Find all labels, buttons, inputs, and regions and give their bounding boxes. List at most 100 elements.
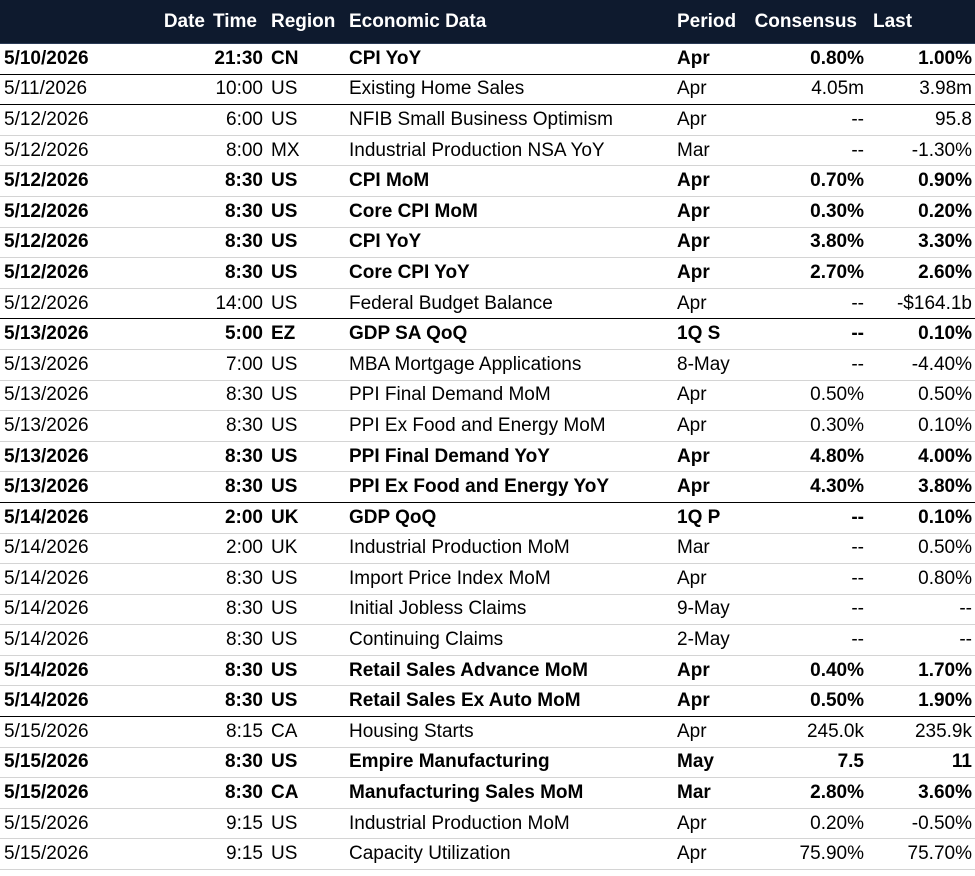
row-region: US [271,567,298,589]
row-consensus: 0.70% [810,170,864,192]
table-row[interactable]: 5/12/2026 8:30 US CPI YoY Apr 3.80% 3.30% [0,228,975,259]
row-consensus: 0.40% [810,659,864,681]
row-consensus: 75.90% [799,843,864,865]
row-region: US [271,476,298,498]
row-economic-data: Housing Starts [349,720,474,742]
table-row[interactable]: 5/13/2026 8:30 US PPI Ex Food and Energy Mo… [0,411,975,442]
table-row[interactable]: 5/14/2026 8:30 US Continuing Claims 2-May -- -… [0,625,975,656]
row-time: 5:00 [224,323,263,345]
row-region: UK [271,506,299,528]
row-date: 5/15/2026 [4,843,89,865]
row-region: US [271,690,298,712]
table-row[interactable]: 5/14/2026 8:30 US Initial Jobless Claims 9-M… [0,595,975,626]
row-region: MX [271,139,300,161]
row-consensus: 0.20% [810,812,864,834]
row-economic-data: CPI YoY [349,231,422,253]
row-time: 7:00 [226,353,263,375]
row-date: 5/12/2026 [4,231,89,253]
row-time: 2:00 [224,506,263,528]
row-consensus: -- [851,139,864,161]
header-economic-data[interactable]: Economic Data [349,10,487,32]
table-row[interactable]: 5/13/2026 5:00 EZ GDP SA QoQ 1Q S -- 0.10% [0,319,975,350]
table-row[interactable]: 5/15/2026 9:15 US Industrial Production MoM… [0,809,975,840]
table-row[interactable]: 5/13/2026 8:30 US PPI Final Demand MoM Apr 0.… [0,381,975,412]
row-last: -1.30% [911,139,972,161]
row-consensus: -- [851,537,864,559]
row-date: 5/13/2026 [4,445,89,467]
header-date[interactable]: Date [163,10,205,32]
header-last[interactable]: Last [873,10,913,32]
row-period: Mar [677,537,710,559]
header-region[interactable]: Region [271,10,336,32]
row-period: 1Q S [677,323,721,345]
table-row[interactable]: 5/12/2026 8:00 MX Industrial Production NSA… [0,136,975,167]
row-time: 8:30 [224,445,263,467]
row-date: 5/14/2026 [4,659,89,681]
row-economic-data: Continuing Claims [349,629,504,651]
row-period: Apr [677,200,710,222]
table-row[interactable]: 5/14/2026 8:30 US Retail Sales Advance MoM A… [0,656,975,687]
table-row[interactable]: 5/15/2026 9:15 US Capacity Utilization Apr 75… [0,839,975,871]
row-time: 8:30 [226,414,263,436]
table-row[interactable]: 5/15/2026 8:15 CA Housing Starts Apr 245.0k 23… [0,717,975,748]
row-region: CA [271,720,298,742]
table-row[interactable]: 5/13/2026 7:00 US MBA Mortgage Applications… [0,350,975,381]
row-economic-data: Retail Sales Ex Auto MoM [349,690,581,712]
table-row[interactable]: 5/12/2026 6:00 US NFIB Small Business Optim… [0,105,975,136]
row-last: 235.9k [914,720,972,742]
table-row[interactable]: 5/14/2026 2:00 UK Industrial Production MoM… [0,534,975,565]
row-period: 1Q P [677,506,721,528]
table-row[interactable]: 5/13/2026 8:30 US PPI Final Demand YoY Apr 4.… [0,442,975,473]
table-row[interactable]: 5/10/2026 21:30 CN CPI YoY Apr 0.80% 1.00% [0,44,975,75]
row-consensus: 4.05m [811,78,864,100]
table-row[interactable]: 5/12/2026 8:30 US CPI MoM Apr 0.70% 0.90% [0,166,975,197]
row-consensus: 4.30% [810,476,864,498]
row-time: 9:15 [226,812,263,834]
table-row[interactable]: 5/15/2026 8:30 US Empire Manufacturing May 7.… [0,748,975,779]
row-region: US [271,598,298,620]
row-region: US [271,812,298,834]
table-row[interactable]: 5/14/2026 8:30 US Import Price Index MoM Apr… [0,564,975,595]
row-period: Apr [677,170,710,192]
row-date: 5/10/2026 [4,47,89,69]
row-last: 1.90% [918,690,972,712]
row-economic-data: Empire Manufacturing [349,751,550,773]
row-region: US [271,170,298,192]
header-time[interactable]: Time [212,10,257,32]
header-period[interactable]: Period [677,10,737,32]
table-row[interactable]: 5/14/2026 8:30 US Retail Sales Ex Auto MoM A… [0,686,975,718]
row-period: Apr [677,47,710,69]
table-row[interactable]: 5/12/2026 8:30 US Core CPI YoY Apr 2.70% 2.60% [0,258,975,289]
row-last: 0.80% [918,567,972,589]
table-row[interactable]: 5/15/2026 8:30 CA Manufacturing Sales MoM Ma… [0,778,975,809]
row-economic-data: PPI Ex Food and Energy YoY [349,476,610,498]
table-row[interactable]: 5/11/2026 10:00 US Existing Home Sales Apr 4.… [0,75,975,106]
header-consensus[interactable]: Consensus [754,10,857,32]
row-region: US [271,843,298,865]
row-time: 8:30 [226,384,263,406]
table-row[interactable]: 5/12/2026 14:00 US Federal Budget Balance Ap… [0,289,975,320]
table-row[interactable]: 5/14/2026 2:00 UK GDP QoQ 1Q P -- 0.10% [0,503,975,534]
row-time: 8:30 [224,261,263,283]
row-time: 8:30 [224,659,263,681]
row-last: 3.60% [918,782,972,804]
row-economic-data: Industrial Production NSA YoY [349,139,605,161]
row-period: Apr [677,261,710,283]
row-time: 8:30 [226,567,263,589]
row-time: 8:30 [224,782,263,804]
row-last: 2.60% [918,261,972,283]
table-row[interactable]: 5/12/2026 8:30 US Core CPI MoM Apr 0.30% 0.20% [0,197,975,228]
row-region: CA [271,782,299,804]
row-region: US [271,231,298,253]
row-time: 8:30 [224,690,263,712]
table-row[interactable]: 5/13/2026 8:30 US PPI Ex Food and Energy Yo… [0,472,975,503]
row-date: 5/12/2026 [4,261,89,283]
row-consensus: 7.5 [837,751,864,773]
row-economic-data: Core CPI YoY [349,261,470,283]
row-consensus: 3.80% [810,231,864,253]
row-date: 5/13/2026 [4,476,89,498]
row-time: 8:30 [224,231,263,253]
row-region: US [271,659,298,681]
row-region: US [271,261,298,283]
